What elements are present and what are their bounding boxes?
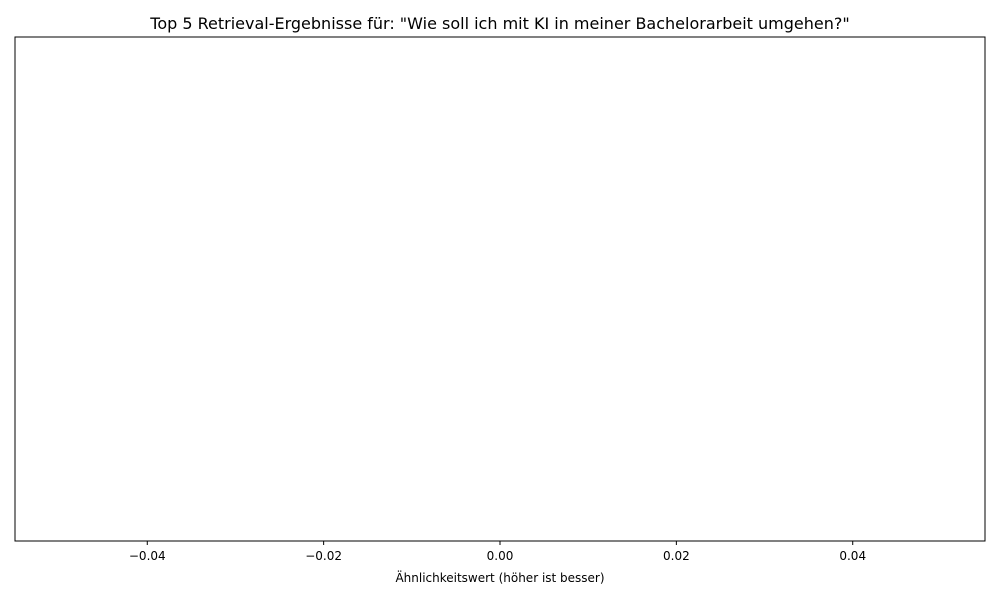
x-axis-label: Ähnlichkeitswert (höher ist besser) [395, 570, 604, 585]
chart-title: Top 5 Retrieval-Ergebnisse für: "Wie sol… [149, 14, 849, 33]
x-tick-label: 0.00 [487, 549, 514, 563]
x-tick-label: −0.02 [305, 549, 342, 563]
x-tick-label: 0.02 [663, 549, 690, 563]
plot-area [14, 36, 986, 542]
x-axis-ticks: −0.04 −0.02 0.00 0.02 0.04 [129, 541, 866, 563]
x-tick-label: 0.04 [839, 549, 866, 563]
x-tick-label: −0.04 [129, 549, 166, 563]
